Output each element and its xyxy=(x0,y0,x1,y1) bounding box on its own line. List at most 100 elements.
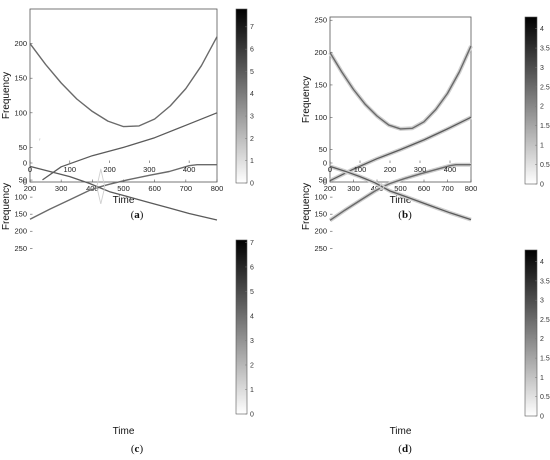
colorbar-b xyxy=(524,16,538,185)
y-tick-label-a-4: 200 xyxy=(14,39,27,48)
panel-caption-b: (b) xyxy=(398,209,412,221)
x-tick-label-c-3: 300 xyxy=(143,165,156,174)
colorbar-tick-label-d-6: 3 xyxy=(540,298,544,305)
colorbar-tick-label-c-7: 7 xyxy=(250,240,254,247)
y-axis-label-c: Frequency xyxy=(1,183,12,230)
series-line-d-1 xyxy=(329,165,472,221)
y-tick-label-b-0: 0 xyxy=(323,178,327,187)
x-tick-label-a-0: 200 xyxy=(24,184,37,193)
panel-b: 200 300 400 500 600 700 800050100150200250Time… xyxy=(301,16,550,221)
panel-d: 0 100 200 300 400050100150200250TimeFrequenc… xyxy=(301,159,550,456)
y-tick-label-d-0: 0 xyxy=(323,159,327,168)
colorbar-tick-label-d-5: 2.5 xyxy=(540,317,550,324)
x-tick-label-a-4: 600 xyxy=(148,184,161,193)
colorbar-tick-label-a-3: 3 xyxy=(250,113,254,120)
y-tick-label-a-0: 0 xyxy=(23,178,27,187)
x-tick-label-c-1: 100 xyxy=(64,165,77,174)
panel-caption-letter-c: c xyxy=(135,443,140,455)
x-tick-label-b-4: 600 xyxy=(418,184,431,193)
y-tick-label-d-2: 100 xyxy=(314,193,327,202)
colorbar-tick-label-a-2: 2 xyxy=(250,136,254,143)
panel-caption-a: (a) xyxy=(131,209,144,221)
colorbar-tick-label-c-0: 0 xyxy=(250,411,254,418)
x-tick-label-a-2: 400 xyxy=(86,184,99,193)
series-line-a-1 xyxy=(42,112,218,181)
series-line-b-1 xyxy=(329,116,472,182)
y-tick-label-d-3: 150 xyxy=(314,210,327,219)
x-tick-label-c-0: 0 xyxy=(28,165,32,174)
x-tick-label-c-4: 400 xyxy=(183,165,196,174)
panel-caption-letter-d: d xyxy=(402,443,408,455)
x-axis-label-d: Time xyxy=(390,426,412,437)
x-tick-label-b-3: 500 xyxy=(394,184,407,193)
colorbar-tick-label-c-2: 2 xyxy=(250,362,254,369)
x-tick-label-c-2: 200 xyxy=(103,165,116,174)
series-line-d-0 xyxy=(329,163,471,221)
y-tick-label-c-0: 0 xyxy=(23,159,27,168)
x-tick-label-b-0: 200 xyxy=(324,184,337,193)
colorbar-tick-label-b-4: 2 xyxy=(540,104,544,111)
colorbar-tick-label-d-8: 4 xyxy=(540,259,544,266)
colorbar-tick-label-d-3: 1.5 xyxy=(540,355,550,362)
y-tick-label-c-3: 150 xyxy=(14,210,27,219)
colorbar-tick-label-b-6: 3 xyxy=(540,65,544,72)
x-tick-label-b-5: 700 xyxy=(441,184,454,193)
colorbar-tick-label-b-7: 3.5 xyxy=(540,45,550,52)
series-line-c-0 xyxy=(29,163,217,220)
x-axis-label-c: Time xyxy=(113,426,135,437)
colorbar-tick-label-b-0: 0 xyxy=(540,181,544,188)
colorbar-tick-label-c-4: 4 xyxy=(250,313,254,320)
panel-caption-d: (d) xyxy=(398,443,412,455)
colorbar-tick-label-b-5: 2.5 xyxy=(540,84,550,91)
panel-c: 0 100 200 300 400050100150200250TimeFrequenc… xyxy=(1,159,254,456)
x-axis-label-a: Time xyxy=(113,195,135,206)
series-line-c-1 xyxy=(29,165,218,221)
colorbar-tick-label-c-3: 3 xyxy=(250,338,254,345)
panel-caption-letter-a: a xyxy=(134,209,140,221)
y-tick-label-b-4: 200 xyxy=(314,48,327,57)
y-tick-label-c-2: 100 xyxy=(14,193,27,202)
colorbar-tick-label-d-2: 1 xyxy=(540,375,544,382)
colorbar-tick-label-c-6: 6 xyxy=(250,264,254,271)
colorbar-tick-label-b-2: 1 xyxy=(540,143,544,150)
series-line-a-2 xyxy=(38,138,41,141)
y-tick-label-b-3: 150 xyxy=(314,80,327,89)
y-tick-label-a-3: 150 xyxy=(14,74,27,83)
y-axis-label-b: Frequency xyxy=(301,76,312,123)
y-tick-label-c-5: 250 xyxy=(14,244,27,253)
colorbar-tick-label-c-5: 5 xyxy=(250,289,254,296)
colorbar-tick-label-b-1: 0.5 xyxy=(540,162,550,169)
y-tick-label-b-2: 100 xyxy=(314,113,327,122)
colorbar-tick-label-a-5: 5 xyxy=(250,69,254,76)
plot-area-a xyxy=(29,8,218,183)
y-axis-label-a: Frequency xyxy=(1,72,12,119)
y-axis-label-d: Frequency xyxy=(301,183,312,230)
y-tick-label-b-1: 50 xyxy=(319,145,327,154)
colorbar-tick-label-a-7: 7 xyxy=(250,24,254,31)
panel-caption-letter-b: b xyxy=(402,209,408,221)
series-line-c-2 xyxy=(96,168,106,205)
colorbar-tick-label-d-1: 0.5 xyxy=(540,394,550,401)
colorbar-tick-label-a-0: 0 xyxy=(250,180,254,187)
panel-a: 200 300 400 500 600 700 800050100150200TimeFre… xyxy=(1,8,254,221)
colorbar-tick-label-c-1: 1 xyxy=(250,387,254,394)
series-line-a-0 xyxy=(29,36,218,128)
x-tick-label-d-1: 100 xyxy=(354,165,367,174)
colorbar-d xyxy=(524,249,538,417)
colorbar-c xyxy=(235,239,248,415)
colorbar-a xyxy=(235,8,248,184)
series-line-d-2 xyxy=(379,183,385,191)
panel-caption-c: (c) xyxy=(131,443,144,455)
x-tick-label-a-1: 300 xyxy=(55,184,68,193)
y-tick-label-a-1: 50 xyxy=(19,143,27,152)
y-tick-label-c-1: 50 xyxy=(19,176,27,185)
y-tick-label-d-4: 200 xyxy=(314,227,327,236)
y-tick-label-d-1: 50 xyxy=(319,176,327,185)
colorbar-tick-label-b-3: 1.5 xyxy=(540,123,550,130)
y-tick-label-c-4: 200 xyxy=(14,227,27,236)
x-axis-label-b: Time xyxy=(390,195,412,206)
y-tick-label-a-2: 100 xyxy=(14,108,27,117)
colorbar-tick-label-a-6: 6 xyxy=(250,47,254,54)
x-tick-label-b-6: 800 xyxy=(465,184,478,193)
